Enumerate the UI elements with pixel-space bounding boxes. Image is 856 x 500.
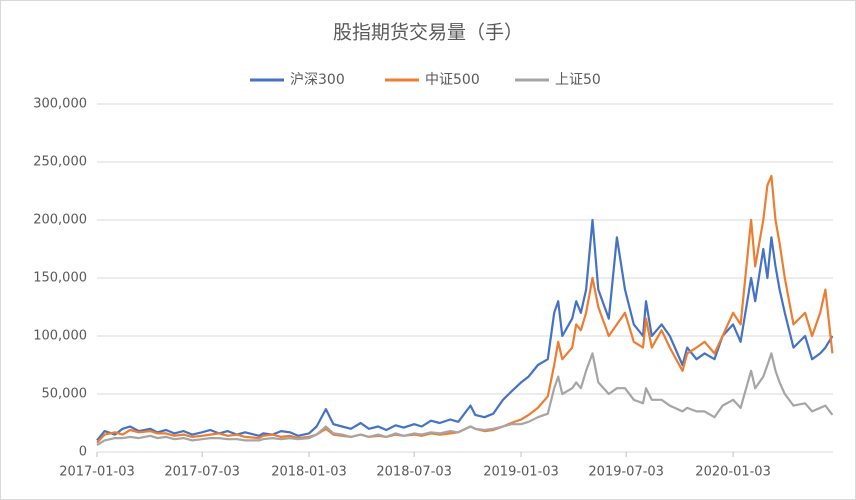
x-tick-label: 2018-07-03 [376,465,452,480]
y-tick-label: 150,000 [33,271,87,286]
x-tick-label: 2019-07-03 [588,465,664,480]
legend-label: 上证50 [555,72,601,88]
x-tick-label: 2017-07-03 [164,465,240,480]
chart-title: 股指期货交易量（手） [333,22,523,44]
legend-label: 沪深300 [290,72,345,88]
y-tick-label: 300,000 [33,97,87,112]
y-tick-label: 100,000 [33,329,87,344]
y-tick-label: 200,000 [33,213,87,228]
x-tick-label: 2019-01-03 [483,465,559,480]
series-line [96,218,834,442]
x-tick-label: 2017-01-03 [59,465,135,480]
y-tick-label: 50,000 [42,387,88,402]
y-tick-label: 250,000 [33,155,87,170]
series-line [96,352,834,446]
x-tick-label: 2018-01-03 [271,465,347,480]
y-tick-label: 0 [79,445,87,460]
legend-label: 中证500 [425,72,480,88]
x-tick-label: 2020-01-03 [695,465,771,480]
